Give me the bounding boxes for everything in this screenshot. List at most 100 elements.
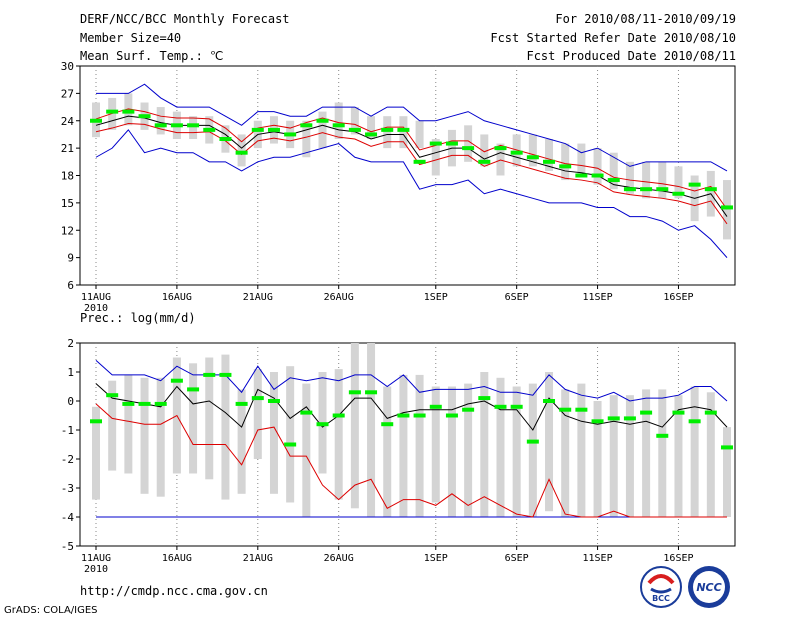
- prec-xtick-label: 11SEP: [583, 553, 613, 564]
- prec-box: [383, 386, 392, 517]
- prec-xtick-label: 1SEP: [424, 553, 448, 564]
- temp-median-mark: [187, 123, 200, 128]
- prec-median-mark: [300, 410, 313, 415]
- grads-credit: GrADS: COLA/IGES: [4, 605, 98, 616]
- temp-median-mark: [413, 159, 426, 164]
- temp-median-mark: [90, 118, 102, 123]
- temp-median-mark: [316, 118, 329, 123]
- temp-box: [334, 102, 343, 139]
- prec-median-mark: [397, 413, 410, 418]
- temp-box: [658, 161, 667, 199]
- temp-median-mark: [332, 123, 345, 128]
- prec-median-mark: [721, 445, 733, 450]
- temp-xtick-label: 11AUG: [81, 292, 111, 303]
- temp-median-mark: [704, 187, 717, 192]
- temp-box: [480, 134, 489, 167]
- prec-mean-line: [95, 383, 728, 431]
- prec-median-mark: [656, 433, 669, 438]
- temp-envelope-max-line: [96, 83, 728, 172]
- temp-median-mark: [672, 191, 685, 196]
- prec-box: [431, 386, 440, 503]
- prec-median-mark: [106, 393, 119, 398]
- temp-xtick-label: 16AUG: [162, 292, 192, 303]
- temp-year-label: 2010: [84, 303, 108, 314]
- prec-median-mark: [90, 419, 102, 424]
- temp-median-mark: [203, 127, 216, 132]
- prec-median-mark: [348, 390, 361, 395]
- prec-box: [642, 389, 651, 517]
- prec-envelope-max-line: [95, 360, 728, 402]
- prec-box: [156, 377, 165, 497]
- temp-box: [383, 116, 392, 149]
- temp-ci-lower-line: [95, 122, 728, 225]
- prec-ytick-label: 0: [67, 395, 74, 408]
- bcc-logo-text: BCC: [652, 594, 670, 603]
- temp-median-mark: [381, 127, 394, 132]
- prec-ytick-label: 2: [67, 337, 74, 350]
- temp-box: [561, 143, 570, 181]
- temp-median-mark: [251, 127, 264, 132]
- prec-median-mark: [688, 419, 701, 424]
- prec-box: [690, 386, 699, 517]
- temp-median-mark: [656, 187, 669, 192]
- prec-median-mark: [623, 416, 636, 421]
- prec-median-mark: [575, 407, 588, 412]
- prec-box: [205, 357, 214, 480]
- start-date: Fcst Started Refer Date 2010/08/10: [490, 31, 736, 45]
- temp-median-mark: [365, 132, 378, 137]
- temp-median-mark: [575, 173, 588, 178]
- prec-plot-frame: [79, 342, 736, 547]
- prec-median-mark: [219, 372, 232, 377]
- prec-box: [92, 406, 100, 500]
- prec-median-mark: [235, 401, 248, 406]
- temp-ytick-label: 24: [61, 115, 75, 128]
- prec-box: [512, 386, 521, 517]
- prec-xtick-label: 26AUG: [324, 553, 354, 564]
- prec-median-mark: [332, 413, 345, 418]
- prec-box: [221, 354, 230, 500]
- temp-median-mark: [591, 173, 604, 178]
- prec-median-mark: [365, 390, 378, 395]
- footer-url[interactable]: http://cmdp.ncc.cma.gov.cn: [80, 584, 268, 598]
- prec-box: [286, 366, 295, 503]
- prec-box: [334, 369, 343, 500]
- temp-ytick-label: 6: [67, 279, 74, 292]
- temp-box: [642, 161, 651, 199]
- ncc-logo-icon: NCC: [688, 566, 730, 608]
- prec-box: [658, 389, 667, 517]
- prec-box: [545, 372, 554, 512]
- produced-date: Fcst Produced Date 2010/08/11: [526, 49, 736, 63]
- prec-box: [189, 363, 198, 474]
- prec-median-mark: [413, 413, 426, 418]
- prec-median-mark: [445, 413, 458, 418]
- prec-box: [496, 377, 505, 517]
- prec-median-mark: [607, 416, 620, 421]
- temp-ci-upper-line: [95, 108, 728, 210]
- temp-box: [723, 180, 731, 240]
- prec-xtick-label: 21AUG: [243, 553, 273, 564]
- temp-box: [302, 120, 311, 158]
- temp-median-mark: [170, 123, 183, 128]
- temp-median-mark: [478, 159, 491, 164]
- prec-box: [269, 372, 278, 494]
- prec-box: [593, 401, 602, 517]
- prec-median-mark: [170, 378, 183, 383]
- temp-box: [415, 120, 424, 149]
- prec-box: [674, 395, 683, 517]
- temp-xtick-label: 26AUG: [324, 292, 354, 303]
- prec-median-mark: [267, 399, 280, 403]
- prec-median-mark: [203, 372, 216, 377]
- temp-ytick-label: 15: [61, 197, 74, 210]
- temp-median-mark: [397, 127, 410, 132]
- prec-ytick-label: -4: [61, 511, 75, 524]
- temp-box: [609, 152, 618, 190]
- temp-box: [674, 166, 683, 199]
- prec-median-mark: [478, 396, 491, 401]
- temp-median-mark: [300, 123, 313, 128]
- prec-ytick-label: 1: [67, 366, 74, 379]
- prec-median-mark: [672, 410, 685, 415]
- temp-median-mark: [721, 205, 733, 210]
- prec-ci-lower-line: [95, 403, 727, 518]
- variable-label-temp: Mean Surf. Temp.: ℃: [80, 49, 224, 63]
